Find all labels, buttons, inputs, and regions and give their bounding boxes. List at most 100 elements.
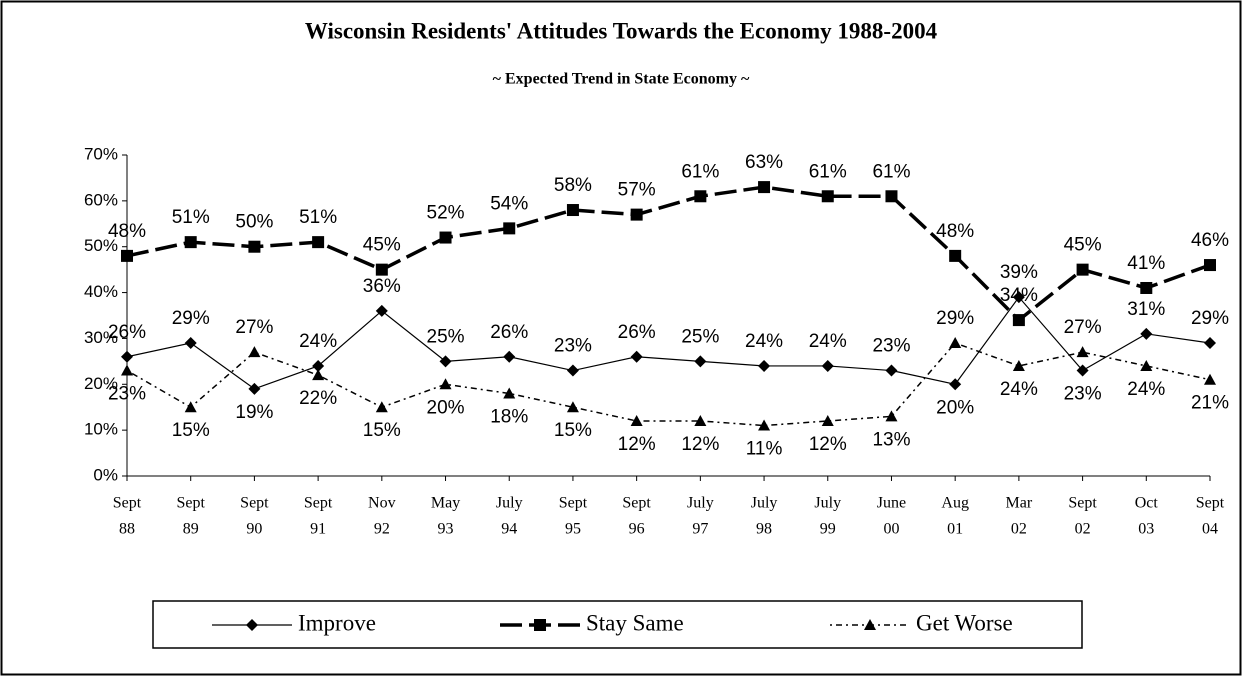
data-label: 15%	[363, 420, 401, 441]
data-label: 24%	[745, 331, 783, 352]
data-point	[312, 369, 325, 381]
x-tick-label: Mar	[1006, 495, 1033, 512]
series-line	[126, 296, 1211, 390]
data-label: 22%	[299, 388, 337, 409]
legend-box	[152, 600, 1083, 649]
data-label: 20%	[936, 397, 974, 418]
legend-label: Improve	[298, 610, 376, 635]
data-point	[821, 190, 834, 203]
data-label: 48%	[936, 221, 974, 242]
data-label: 52%	[427, 203, 465, 224]
legend-marker	[246, 619, 258, 631]
data-point	[949, 378, 962, 391]
chart-subtitle: ~ Expected Trend in State Economy ~	[493, 71, 750, 88]
data-label: 18%	[490, 406, 528, 427]
x-tick-label: Aug	[941, 495, 969, 512]
data-point	[503, 387, 516, 399]
data-label: 23%	[872, 336, 910, 357]
data-label: 27%	[1064, 317, 1102, 338]
data-label: 26%	[490, 322, 528, 343]
data-point	[1140, 327, 1153, 340]
legend-label: Stay Same	[586, 610, 684, 635]
data-point	[821, 414, 834, 426]
data-point	[248, 346, 261, 358]
data-point	[885, 364, 898, 377]
data-point	[885, 190, 898, 203]
data-point	[1204, 373, 1216, 385]
data-point	[694, 414, 707, 426]
data-point	[758, 359, 771, 372]
data-label: 34%	[1000, 285, 1038, 306]
x-tick-label: July	[496, 495, 523, 512]
x-tick-label: July	[751, 495, 778, 512]
x-tick-label: 90	[246, 521, 262, 538]
data-point	[949, 249, 962, 262]
x-tick-label: 89	[183, 521, 199, 538]
data-point	[121, 350, 133, 363]
data-point	[375, 401, 388, 413]
data-label: 21%	[1191, 393, 1229, 414]
data-label: 29%	[172, 308, 210, 329]
data-label: 26%	[618, 322, 656, 343]
x-tick-label: Sept	[113, 495, 142, 512]
data-point	[184, 236, 197, 249]
data-label: 50%	[235, 212, 273, 233]
x-tick-label: Sept	[1068, 495, 1097, 512]
data-point	[694, 190, 707, 203]
x-tick-label: 02	[1075, 521, 1091, 538]
x-tick-label: Sept	[304, 495, 333, 512]
data-point	[375, 263, 388, 276]
x-tick-label: 96	[629, 521, 645, 538]
data-point	[630, 414, 643, 426]
data-point	[1076, 263, 1089, 276]
data-label: 41%	[1127, 253, 1165, 274]
data-label: 29%	[936, 308, 974, 329]
chart-title: Wisconsin Residents' Attitudes Towards t…	[305, 18, 938, 43]
data-label: 51%	[299, 207, 337, 228]
data-label: 11%	[746, 439, 783, 460]
data-point	[184, 401, 197, 413]
x-tick-label: 92	[374, 521, 390, 538]
data-point	[121, 364, 133, 376]
data-label: 54%	[490, 193, 528, 214]
data-point	[1076, 364, 1089, 377]
data-label: 48%	[108, 221, 146, 242]
data-point	[566, 364, 579, 377]
data-label: 24%	[809, 331, 847, 352]
data-label: 15%	[172, 420, 210, 441]
x-tick-label: 91	[310, 521, 326, 538]
data-point	[566, 204, 579, 217]
x-tick-label: 02	[1011, 521, 1027, 538]
data-point	[248, 240, 261, 253]
x-tick-label: 98	[756, 521, 772, 538]
data-point	[694, 355, 707, 368]
x-tick-label: June	[877, 495, 906, 512]
series-line	[126, 342, 1211, 427]
y-tick-label: 60%	[84, 190, 118, 209]
data-label: 25%	[681, 326, 719, 347]
data-point	[566, 401, 579, 413]
data-point	[1140, 281, 1153, 294]
data-label: 23%	[554, 336, 592, 357]
x-tick-label: May	[431, 495, 460, 512]
data-point	[1204, 337, 1216, 350]
legend-marker	[534, 619, 546, 631]
x-tick-label: July	[814, 495, 841, 512]
x-tick-label: 93	[438, 521, 454, 538]
data-point	[1012, 359, 1025, 371]
x-tick-label: Sept	[176, 495, 205, 512]
x-tick-label: 03	[1138, 521, 1154, 538]
x-tick-label: July	[687, 495, 714, 512]
data-point	[630, 350, 643, 363]
data-point	[248, 382, 261, 395]
y-tick-label: 10%	[84, 420, 118, 439]
data-label: 13%	[872, 429, 910, 450]
series-line	[126, 185, 1211, 323]
data-point	[1012, 291, 1025, 304]
data-point	[439, 231, 452, 244]
data-point	[1076, 346, 1089, 358]
data-label: 51%	[172, 207, 210, 228]
data-label: 12%	[809, 434, 847, 455]
